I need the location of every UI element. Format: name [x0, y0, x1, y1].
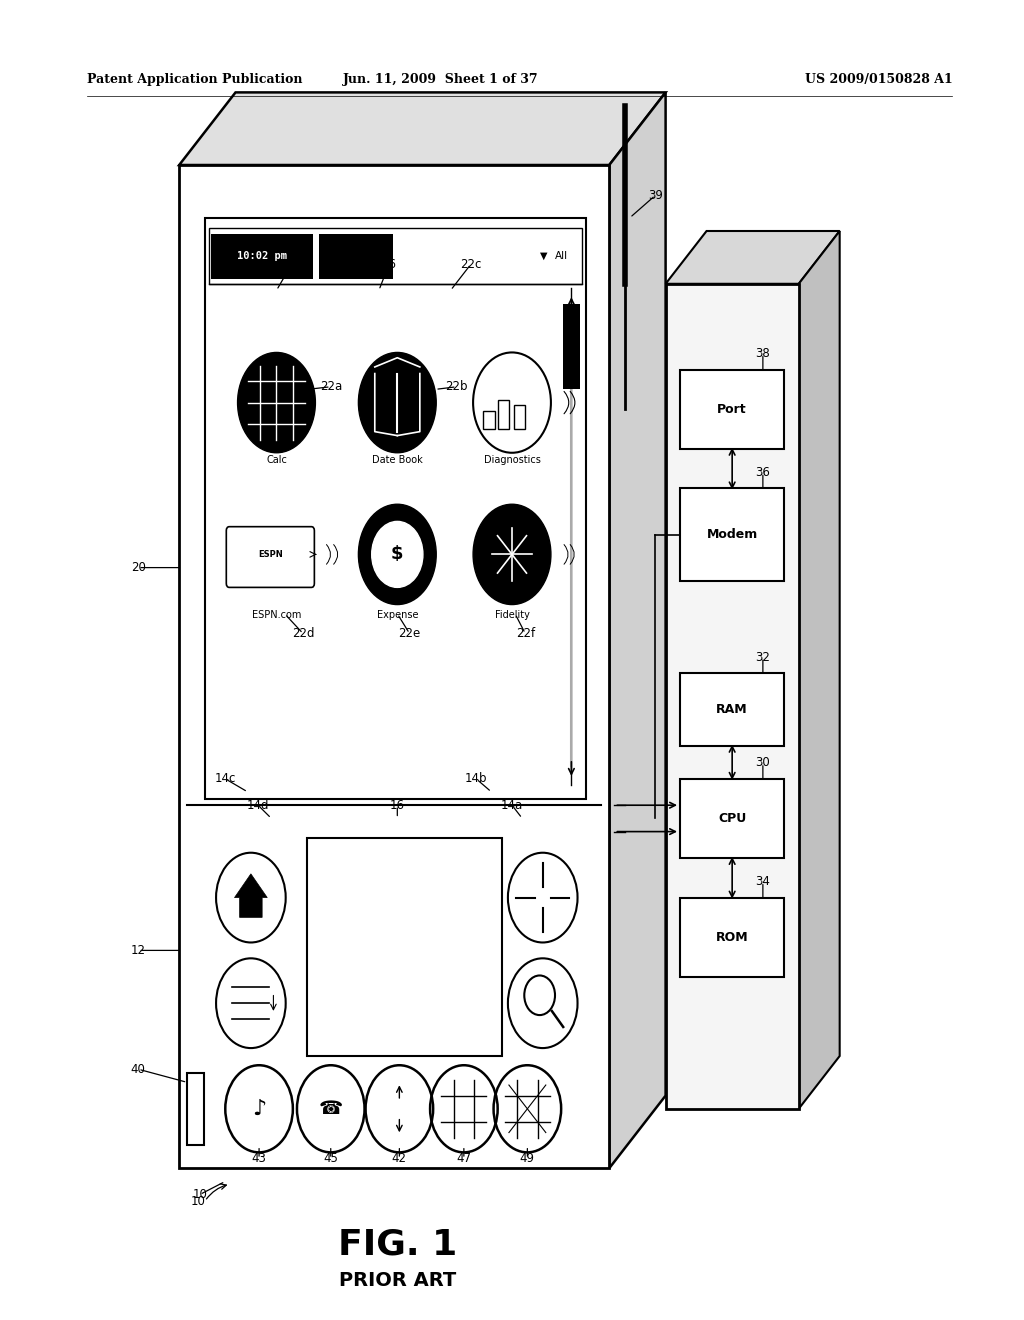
Circle shape [358, 352, 436, 453]
Text: Date Book: Date Book [372, 455, 423, 466]
Text: 34: 34 [756, 875, 770, 888]
Text: 22d: 22d [292, 627, 314, 640]
Polygon shape [234, 874, 267, 917]
Text: 32: 32 [756, 651, 770, 664]
Bar [483, 411, 495, 429]
Text: 14b: 14b [465, 772, 487, 785]
Text: 20: 20 [131, 561, 145, 574]
Text: 22f: 22f [516, 627, 535, 640]
Text: ROM: ROM [716, 931, 749, 944]
Bar [498, 400, 509, 429]
Text: 45: 45 [324, 1152, 338, 1166]
Text: 42: 42 [392, 1152, 407, 1166]
Text: 14d: 14d [247, 799, 269, 812]
Text: Calc: Calc [266, 455, 287, 466]
Text: CPU: CPU [718, 812, 746, 825]
Text: Fidelity: Fidelity [495, 610, 529, 620]
Text: ESPN: ESPN [258, 550, 283, 558]
Text: 22e: 22e [398, 627, 421, 640]
Text: 12: 12 [131, 944, 145, 957]
Text: US 2009/0150828 A1: US 2009/0150828 A1 [805, 73, 952, 86]
Text: 38: 38 [756, 347, 770, 360]
Circle shape [372, 521, 423, 587]
Text: 43: 43 [252, 1152, 266, 1166]
Text: ▼: ▼ [540, 251, 547, 261]
Text: Port: Port [718, 403, 746, 416]
Text: Diagnostics: Diagnostics [483, 455, 541, 466]
Text: 14c: 14c [215, 772, 236, 785]
Text: 10:02 pm: 10:02 pm [238, 251, 287, 261]
Text: RAM: RAM [717, 704, 748, 715]
Text: $: $ [391, 545, 403, 564]
Bar [680, 488, 784, 581]
Text: Jun. 11, 2009  Sheet 1 of 37: Jun. 11, 2009 Sheet 1 of 37 [342, 73, 539, 86]
Circle shape [238, 352, 315, 453]
Text: 24: 24 [285, 257, 299, 271]
FancyBboxPatch shape [226, 527, 314, 587]
Bar [211, 234, 313, 279]
Polygon shape [799, 231, 840, 1109]
Text: 47: 47 [457, 1152, 471, 1166]
Text: Modem: Modem [707, 528, 758, 541]
Text: 36: 36 [756, 466, 770, 479]
Text: ♪: ♪ [252, 1098, 266, 1119]
Text: 40: 40 [131, 1063, 145, 1076]
Text: ☎: ☎ [318, 1100, 343, 1118]
Polygon shape [666, 231, 840, 284]
Text: FIG. 1: FIG. 1 [338, 1228, 457, 1262]
Text: PRIOR ART: PRIOR ART [339, 1271, 456, 1290]
Text: Patent Application Publication: Patent Application Publication [87, 73, 302, 86]
Polygon shape [179, 92, 666, 165]
Text: 10: 10 [193, 1188, 207, 1201]
Circle shape [358, 504, 436, 605]
Text: All: All [555, 251, 568, 261]
Text: 14a: 14a [501, 799, 523, 812]
Circle shape [473, 352, 551, 453]
Circle shape [473, 504, 551, 605]
Polygon shape [205, 218, 586, 799]
Text: 39: 39 [648, 189, 663, 202]
Bar [680, 898, 784, 977]
Text: 10: 10 [190, 1195, 205, 1208]
Bar [680, 370, 784, 449]
Bar [209, 228, 582, 284]
Bar [680, 673, 784, 746]
Polygon shape [609, 92, 666, 1168]
Bar [563, 304, 580, 389]
Bar [307, 838, 502, 1056]
Text: 22a: 22a [319, 380, 342, 393]
Polygon shape [179, 165, 609, 1168]
Bar [319, 234, 393, 279]
Text: 26: 26 [382, 257, 396, 271]
Polygon shape [666, 284, 799, 1109]
Text: 30: 30 [756, 756, 770, 770]
Text: 22b: 22b [445, 380, 468, 393]
Text: 49: 49 [520, 1152, 535, 1166]
Text: 22c: 22c [461, 257, 481, 271]
Bar [680, 779, 784, 858]
Text: 16: 16 [390, 799, 404, 812]
Bar [514, 405, 525, 429]
Text: Expense: Expense [377, 610, 418, 620]
Bar [187, 1072, 204, 1144]
Text: ESPN.com: ESPN.com [252, 610, 301, 620]
